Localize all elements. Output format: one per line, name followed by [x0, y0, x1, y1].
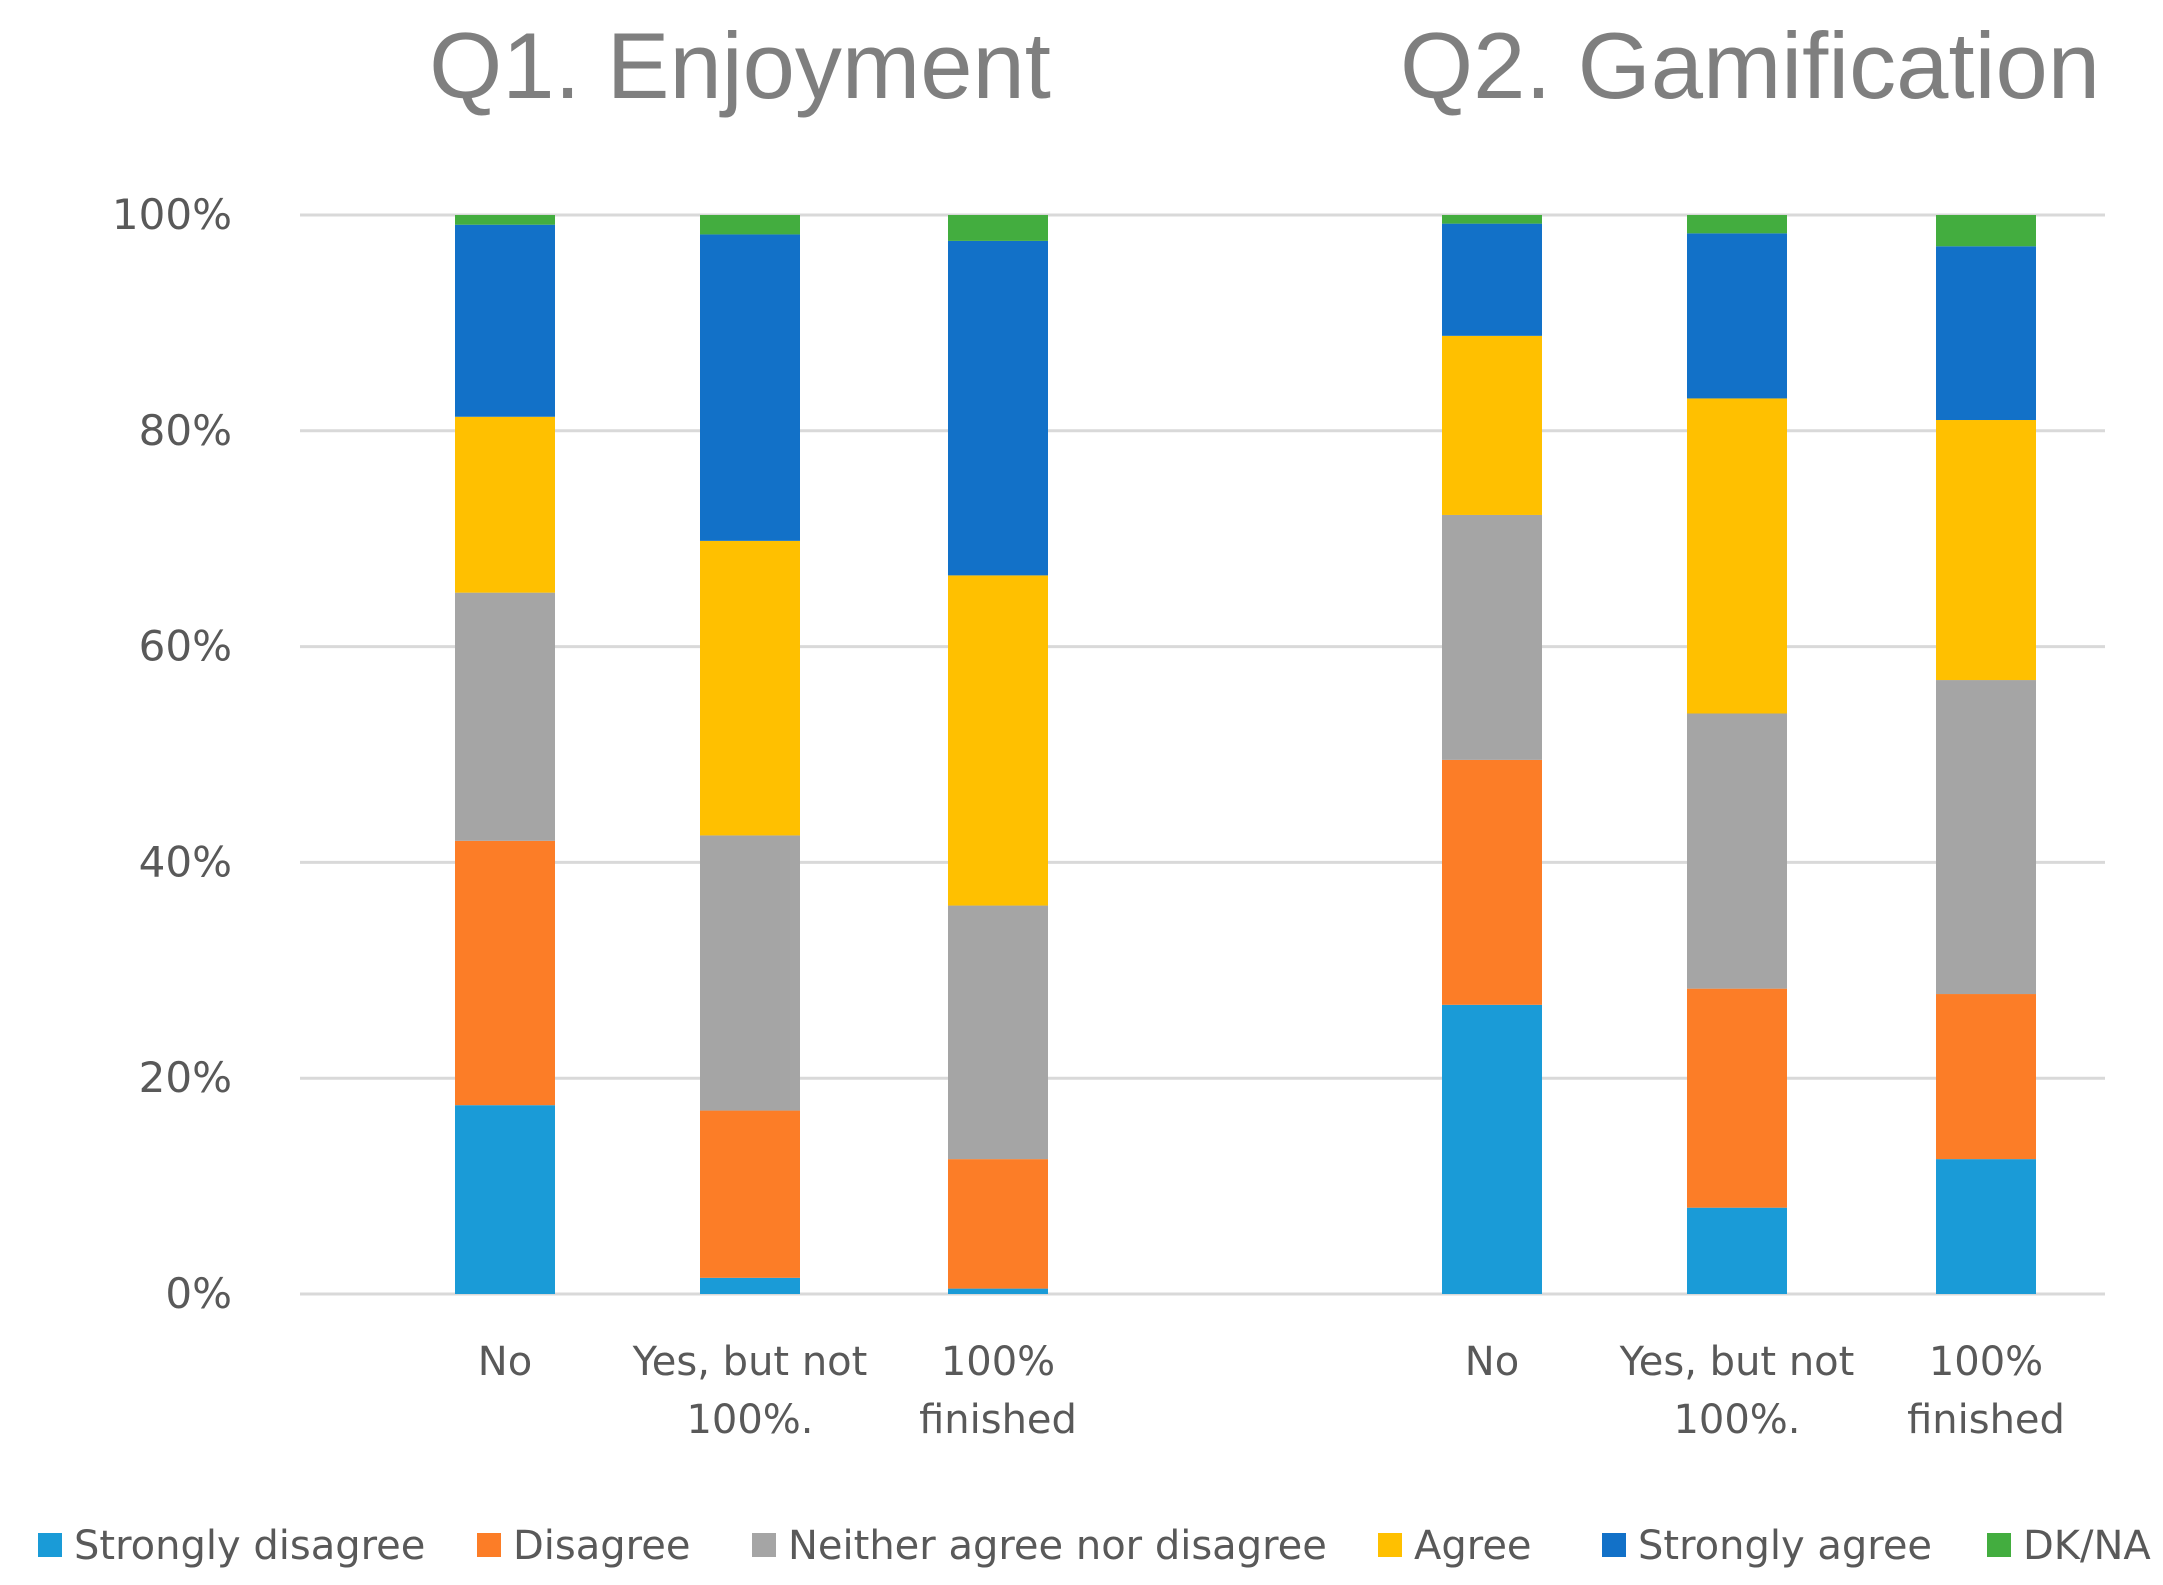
category-label: 100%.: [1673, 1397, 1800, 1443]
category-label: Yes, but not: [1619, 1339, 1855, 1385]
bar-segment-neither: [948, 905, 1048, 1160]
y-axis-tick-labels: 0% 20% 40% 60% 80% 100%: [112, 190, 232, 1318]
category-labels: No Yes, but not 100%. 100% finished No Yes, bu…: [478, 1339, 2065, 1443]
legend-swatch: [1378, 1533, 1402, 1557]
bar-segment-agree: [1442, 335, 1542, 515]
bar-segment-strongly-agree: [700, 234, 800, 541]
category-label: finished: [919, 1397, 1077, 1443]
category-label: No: [478, 1339, 532, 1385]
bars: [455, 215, 2036, 1294]
bar-segment-disagree: [700, 1110, 800, 1278]
bar-segment-strongly-agree: [455, 224, 555, 417]
bar-segment-neither: [1936, 680, 2036, 995]
category-label: No: [1465, 1339, 1519, 1385]
y-tick-label: 80%: [139, 406, 232, 455]
bar-segment-disagree: [1442, 759, 1542, 1005]
bar-segment-neither: [1442, 514, 1542, 760]
bar-segment-dk-na: [948, 215, 1048, 241]
legend-swatch: [1602, 1533, 1626, 1557]
bar-segment-strongly-agree: [948, 240, 1048, 576]
bar-segment-disagree: [1687, 988, 1787, 1208]
bar-segment-strongly-agree: [1936, 246, 2036, 421]
legend: Strongly disagree Disagree Neither agree n…: [38, 1523, 2151, 1569]
y-tick-label: 40%: [139, 837, 232, 886]
category-label: 100%: [941, 1339, 1055, 1385]
bar-segment-strongly-agree: [1442, 223, 1542, 336]
bar-segment-dk-na: [455, 215, 555, 225]
bar-segment-agree: [948, 575, 1048, 906]
bar-segment-agree: [1936, 420, 2036, 681]
legend-label: Agree: [1414, 1523, 1532, 1569]
legend-label: Neither agree nor disagree: [788, 1523, 1327, 1569]
gridlines: [300, 213, 2105, 1296]
panel-title: Q1. Enjoyment: [429, 13, 1051, 118]
y-tick-label: 60%: [139, 622, 232, 671]
bar-segment-strongly-disagree: [455, 1105, 555, 1294]
category-label: 100%: [1929, 1339, 2043, 1385]
legend-label: Strongly disagree: [74, 1523, 425, 1569]
bar-segment-dk-na: [1442, 215, 1542, 224]
category-label: 100%.: [686, 1397, 813, 1443]
bar-segment-agree: [700, 540, 800, 836]
legend-label: Disagree: [513, 1523, 690, 1569]
bar-segment-dk-na: [1687, 215, 1787, 234]
y-tick-label: 20%: [139, 1053, 232, 1102]
bar-segment-dk-na: [700, 215, 800, 235]
legend-swatch: [38, 1533, 62, 1557]
bar-segment-neither: [455, 592, 555, 841]
legend-swatch: [752, 1533, 776, 1557]
bar-segment-neither: [700, 835, 800, 1111]
legend-label: Strongly agree: [1638, 1523, 1932, 1569]
y-tick-label: 100%: [112, 190, 232, 239]
legend-swatch: [1987, 1533, 2011, 1557]
bar-segment-disagree: [455, 840, 555, 1106]
bar-segment-dk-na: [1936, 215, 2036, 247]
legend-swatch: [477, 1533, 501, 1557]
legend-label: DK/NA: [2023, 1523, 2151, 1569]
category-label: finished: [1907, 1397, 2065, 1443]
bar-segment-neither: [1687, 713, 1787, 989]
panel-title: Q2. Gamification: [1400, 13, 2100, 118]
bar-segment-agree: [1687, 398, 1787, 714]
bar-segment-strongly-disagree: [1687, 1207, 1787, 1294]
bar-segment-disagree: [948, 1159, 1048, 1289]
bar-segment-agree: [455, 416, 555, 593]
panel-titles: Q1. Enjoyment Q2. Gamification: [429, 13, 2100, 118]
bar-segment-strongly-disagree: [948, 1288, 1048, 1294]
bar-segment-strongly-disagree: [1442, 1004, 1542, 1294]
bar-segment-strongly-disagree: [1936, 1159, 2036, 1294]
y-tick-label: 0%: [165, 1269, 232, 1318]
bar-segment-disagree: [1936, 994, 2036, 1160]
bar-segment-strongly-disagree: [700, 1277, 800, 1294]
category-label: Yes, but not: [632, 1339, 868, 1385]
bar-segment-strongly-agree: [1687, 233, 1787, 399]
